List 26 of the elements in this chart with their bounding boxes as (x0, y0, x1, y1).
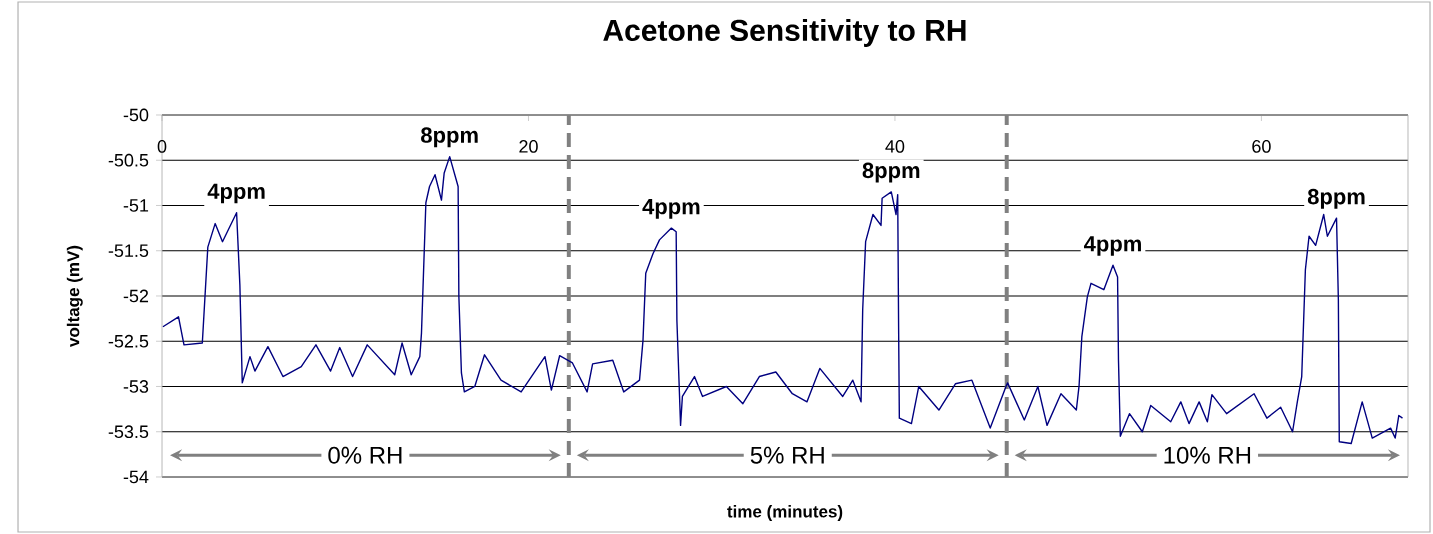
annotation: 8ppm (862, 162, 920, 183)
chart-title: Acetone Sensitivity to RH (603, 19, 966, 47)
y-tick-label: -53 (123, 380, 149, 393)
y-tick-label: -50.5 (108, 153, 149, 167)
annotation: 8ppm (421, 127, 478, 148)
line-series (162, 155, 1404, 445)
annotation: 4ppm (1084, 236, 1141, 256)
x-axis-title: time (minutes) (727, 505, 843, 521)
annotation: 5% RH (750, 446, 824, 464)
y-tick-label: -52 (123, 289, 149, 303)
x-tick-label: 40 (885, 140, 905, 153)
x-tick-label: 0 (157, 140, 167, 153)
annotation: 0% RH (328, 446, 402, 464)
y-tick-label: -53.5 (108, 425, 149, 439)
annotation: 4ppm (207, 183, 265, 204)
y-tick-label: -54 (123, 470, 149, 484)
y-tick-label: -50 (123, 108, 149, 122)
annotation: 8ppm (1307, 188, 1365, 209)
x-tick-label: 60 (1252, 140, 1271, 153)
y-tick-label: -52.5 (108, 334, 149, 348)
y-axis-title: voltage (mV) (66, 245, 83, 347)
x-tick-label: 20 (519, 140, 538, 153)
annotation: 10% RH (1164, 446, 1251, 464)
y-tick-label: -51 (123, 199, 149, 212)
y-tick-label: -51.5 (108, 244, 149, 258)
annotation: 4ppm (642, 199, 700, 219)
